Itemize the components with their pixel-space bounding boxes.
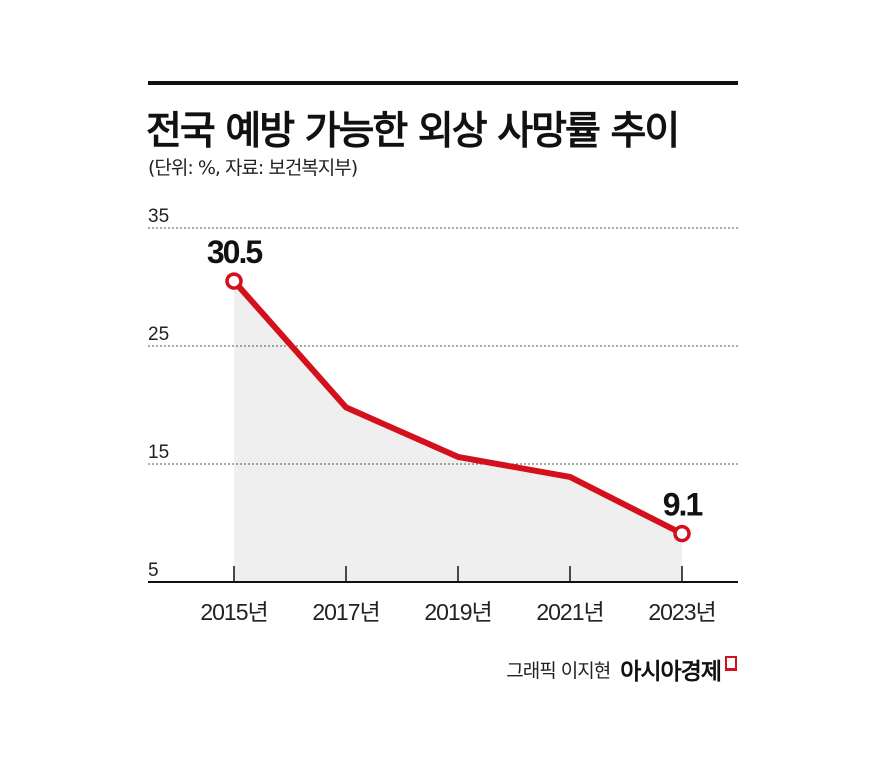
graphic-author: 그래픽 이지현 (506, 659, 611, 682)
x-tick-label: 2017년 (312, 599, 379, 625)
brand-mark-icon (725, 655, 737, 671)
area-fill (234, 281, 682, 582)
data-point-marker (225, 272, 243, 290)
y-tick-label: 25 (148, 324, 169, 345)
x-tick-label: 2021년 (536, 599, 603, 625)
chart-subtitle: (단위: %, 자료: 보건복지부) (148, 157, 358, 179)
chart-title: 전국 예방 가능한 외상 사망률 추이 (146, 109, 680, 154)
x-tick-label: 2019년 (424, 599, 491, 625)
brand-logo: 아시아경제 (620, 659, 722, 685)
data-label: 30.5 (207, 234, 262, 270)
top-rule (148, 81, 738, 85)
credit: 그래픽 이지현 아시아경제 (506, 652, 737, 686)
y-tick-label: 35 (148, 206, 169, 227)
data-point-marker (673, 524, 691, 543)
y-tick-label: 5 (148, 560, 159, 581)
y-tick-label: 15 (148, 442, 169, 463)
data-label: 9.1 (663, 487, 703, 523)
x-tick-label: 2023년 (648, 599, 715, 625)
x-tick-label: 2015년 (200, 599, 267, 625)
